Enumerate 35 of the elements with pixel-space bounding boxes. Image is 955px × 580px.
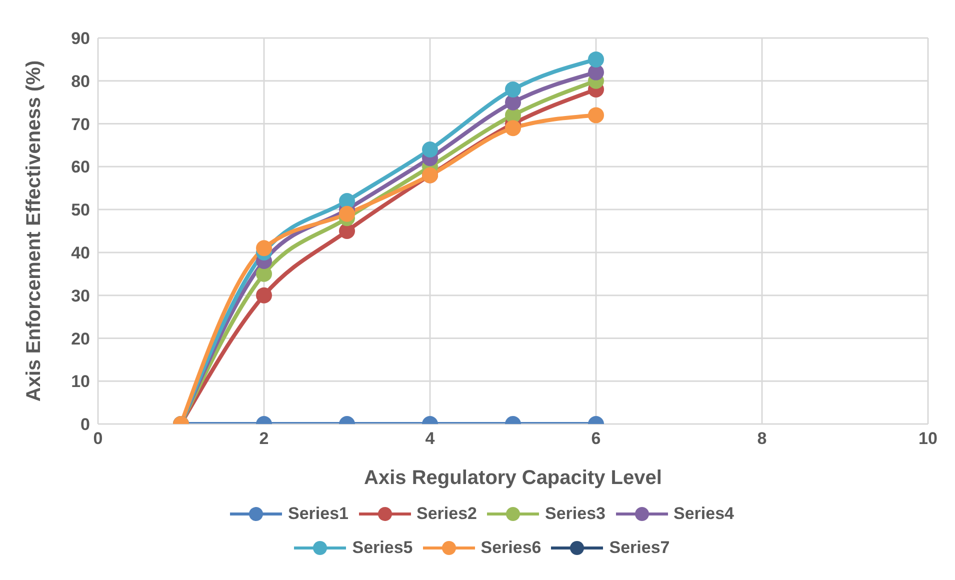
- point: [505, 94, 521, 110]
- x-tick-label: 2: [259, 429, 269, 448]
- point: [588, 107, 604, 124]
- point: [339, 192, 355, 209]
- x-tick-label: 4: [425, 429, 436, 448]
- y-tick-label: 60: [71, 158, 90, 177]
- legend-label: Series6: [480, 538, 542, 558]
- y-axis-title: Axis Enforcement Effectiveness (%): [23, 60, 46, 402]
- y-tick-label: 50: [71, 200, 90, 220]
- y-tick-label: 20: [71, 329, 90, 348]
- x-axis-title: Axis Regulatory Capacity Level: [364, 467, 662, 489]
- legend-label: Series2: [416, 504, 477, 524]
- legend-label: Series4: [674, 504, 734, 524]
- y-tick-label: 40: [71, 243, 90, 262]
- point: [505, 120, 521, 136]
- point: [339, 206, 355, 222]
- y-tick-label: 80: [71, 72, 90, 91]
- y-tick-label: 90: [71, 29, 90, 48]
- legend-label: Series5: [352, 538, 413, 558]
- y-tick-label: 30: [71, 286, 90, 306]
- point: [339, 223, 355, 239]
- point: [588, 64, 604, 80]
- x-tick-label: 8: [757, 429, 767, 448]
- y-tick-label: 10: [71, 372, 90, 392]
- legend-label: Series7: [609, 538, 670, 558]
- y-tick-label: 70: [71, 114, 90, 134]
- x-tick-label: 0: [93, 429, 103, 448]
- point: [588, 51, 604, 68]
- x-tick-label: 10: [918, 429, 938, 448]
- point: [422, 142, 438, 158]
- x-tick-label: 6: [591, 429, 601, 448]
- legend-label: Series1: [288, 504, 348, 524]
- point: [505, 81, 521, 98]
- legend-label: Series3: [545, 504, 606, 524]
- y-tick-label: 0: [80, 415, 90, 434]
